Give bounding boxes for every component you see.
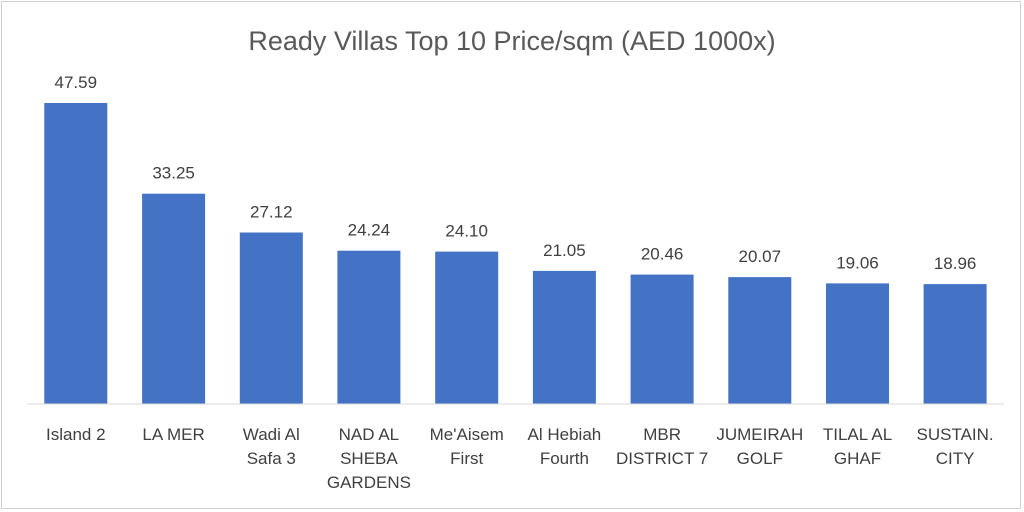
bar-9 [826, 283, 889, 404]
bar-3 [239, 232, 303, 404]
x-tick-label-line: JUMEIRAH [716, 425, 803, 444]
x-tick-label-line: CITY [936, 449, 975, 468]
bars-group [44, 103, 987, 404]
data-label-7: 20.46 [641, 245, 684, 264]
x-tick-label-line: MBR [643, 425, 681, 444]
x-tick-label-4: NAD AL SHEBA GARDENS [327, 425, 411, 492]
x-tick-label-line: SHEBA [340, 449, 398, 468]
data-label-1: 47.59 [55, 73, 98, 92]
x-tick-label-line: Fourth [540, 449, 589, 468]
x-tick-label-line: GHAF [834, 449, 881, 468]
x-tick-label-1: Island 2 [46, 425, 106, 444]
bar-6 [532, 270, 596, 404]
data-label-10: 18.96 [934, 254, 977, 273]
x-tick-label-line: Safa 3 [247, 449, 296, 468]
data-label-8: 20.07 [739, 247, 782, 266]
bar-1 [44, 103, 108, 404]
x-tick-label-2: LA MER [142, 425, 204, 444]
x-tick-label-line: LA MER [142, 425, 204, 444]
data-label-2: 33.25 [152, 164, 195, 183]
x-tick-label-10: SUSTAIN. CITY [917, 425, 994, 468]
x-tick-label-7: MBR DISTRICT 7 [616, 425, 708, 468]
x-tick-label-6: Al Hebiah Fourth [528, 425, 602, 468]
x-tick-label-line: Island 2 [46, 425, 106, 444]
chart-title: Ready Villas Top 10 Price/sqm (AED 1000x… [248, 26, 775, 56]
x-tick-label-line: TILAL AL [823, 425, 892, 444]
bar-8 [728, 277, 792, 404]
x-tick-label-line: First [450, 449, 483, 468]
data-label-5: 24.10 [445, 222, 488, 241]
bar-7 [630, 274, 694, 404]
x-tick-label-line: SUSTAIN. [917, 425, 994, 444]
data-labels-group: 47.59 33.25 27.12 24.24 24.10 21.05 20.46 20.07… [55, 73, 977, 273]
bar-10 [923, 284, 987, 404]
x-tick-label-line: DISTRICT 7 [616, 449, 708, 468]
x-tick-label-5: Me'Aisem First [430, 425, 504, 468]
x-tick-label-line: Wadi Al [243, 425, 300, 444]
bar-4 [337, 250, 401, 404]
data-label-9: 19.06 [836, 253, 879, 272]
data-label-4: 24.24 [348, 221, 391, 240]
x-tick-label-3: Wadi Al Safa 3 [243, 425, 300, 468]
x-tick-label-9: TILAL AL GHAF [823, 425, 892, 468]
x-tick-label-line: GARDENS [327, 473, 411, 492]
bar-5 [435, 251, 499, 404]
data-label-3: 27.12 [250, 203, 293, 222]
x-tick-label-line: GOLF [737, 449, 783, 468]
x-tick-label-line: Al Hebiah [528, 425, 602, 444]
data-label-6: 21.05 [543, 241, 586, 260]
x-tick-label-8: JUMEIRAH GOLF [716, 425, 803, 468]
x-tick-label-line: NAD AL [339, 425, 399, 444]
bar-2 [142, 193, 206, 404]
x-tick-label-line: Me'Aisem [430, 425, 504, 444]
x-tick-labels-group: Island 2 LA MER Wadi Al Safa 3 NAD AL SHEBA GA… [46, 425, 994, 492]
